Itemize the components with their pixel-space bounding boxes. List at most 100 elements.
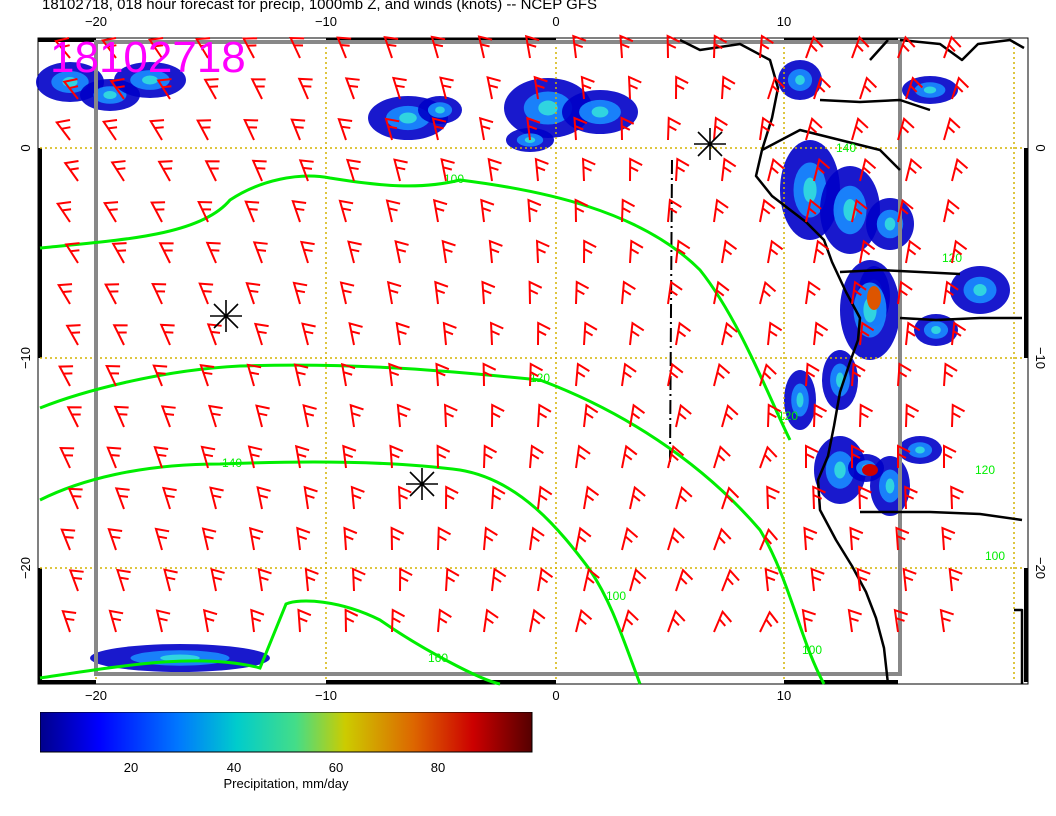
wind-barb — [713, 527, 732, 551]
wind-barb — [153, 445, 169, 469]
wind-barb — [905, 321, 921, 346]
wind-barb — [583, 239, 597, 264]
wind-barb — [248, 526, 264, 551]
wind-barb — [54, 37, 71, 59]
wind-barb — [155, 609, 171, 633]
map-title: 18102718, 018 hour forecast for precip, … — [42, 0, 597, 13]
wind-barb — [296, 526, 311, 551]
wind-barb — [713, 116, 728, 141]
wind-barb — [291, 199, 307, 223]
wind-barb — [859, 76, 878, 100]
date-stamp: 18102718 — [50, 33, 246, 82]
wind-barb — [156, 78, 172, 100]
wind-barb — [396, 403, 411, 428]
wind-barb — [336, 36, 352, 59]
wind-barb — [764, 567, 779, 592]
wind-barb — [303, 485, 318, 510]
wind-barb — [338, 199, 354, 223]
wind-barb — [391, 76, 407, 100]
wind-barb — [439, 76, 454, 100]
wind-barb — [813, 403, 828, 428]
wind-barb — [67, 487, 83, 510]
wind-barb — [805, 117, 823, 141]
wind-barb — [342, 444, 357, 469]
wind-barb — [194, 37, 211, 59]
wind-barb — [713, 609, 733, 633]
lon-tick-label: −20 — [85, 688, 107, 703]
wind-barb — [767, 157, 785, 182]
wind-barb — [851, 362, 866, 387]
wind-barb — [629, 321, 645, 346]
colorbar-tick: 40 — [226, 760, 242, 775]
wind-barb — [813, 76, 832, 100]
wind-barb — [54, 119, 71, 141]
wind-barb — [102, 201, 119, 223]
wind-barb — [389, 444, 404, 469]
wind-barb — [431, 117, 447, 141]
wind-barb — [851, 280, 867, 305]
contour-label: 100 — [444, 172, 464, 186]
precip-blob-peak — [803, 177, 817, 203]
wind-barb — [105, 365, 121, 387]
wind-barb — [63, 160, 79, 182]
wind-barb — [528, 280, 543, 305]
wind-barb — [483, 444, 498, 469]
wind-barb — [64, 242, 80, 264]
wind-barb — [436, 444, 451, 469]
wind-barb — [847, 608, 862, 633]
lat-tick-label: 0 — [1033, 144, 1048, 151]
wind-barb — [537, 485, 553, 510]
wind-barb — [535, 239, 550, 264]
precip-blob-peak — [884, 217, 896, 231]
wind-barb — [951, 321, 967, 346]
wind-barb — [759, 610, 779, 633]
precip-blob-peak — [103, 91, 117, 99]
wind-barb — [301, 322, 316, 346]
wind-barb — [397, 485, 412, 510]
wind-barb — [486, 76, 501, 100]
precip-max — [862, 464, 878, 476]
wind-barb — [572, 34, 587, 59]
wind-barb — [721, 75, 736, 100]
wind-barb — [339, 281, 355, 305]
wind-barb — [337, 117, 353, 141]
wind-barb — [948, 567, 963, 592]
wind-barb — [196, 119, 212, 141]
wind-barb — [299, 240, 315, 264]
wind-barb — [108, 609, 124, 633]
wind-barb — [478, 116, 494, 141]
wind-barb — [805, 35, 824, 59]
wind-barb — [435, 362, 450, 387]
wind-barb — [107, 527, 123, 551]
wind-barb — [253, 322, 269, 346]
wind-barb — [675, 403, 692, 428]
contour-label: 140 — [222, 456, 242, 470]
wind-barb — [621, 526, 639, 551]
wind-barb — [575, 362, 590, 387]
wind-barb — [256, 486, 271, 510]
wind-barb — [667, 444, 685, 469]
wind-barb — [388, 362, 403, 387]
wind-barb — [430, 35, 446, 59]
wind-barb — [395, 321, 410, 346]
height-contours — [39, 174, 826, 686]
wind-barb — [721, 157, 737, 182]
wind-barb — [480, 198, 495, 223]
wind-barb — [721, 239, 738, 264]
wind-barb — [905, 403, 920, 428]
wind-barb — [621, 609, 639, 633]
wind-barb — [59, 447, 75, 469]
wind-barb — [675, 239, 691, 264]
wind-barb — [897, 198, 914, 223]
wind-barb — [721, 321, 738, 346]
wind-barb — [483, 526, 498, 551]
wind-barb — [621, 198, 636, 223]
axis-tick-labels: −20 −10 0 10−20 −10 0 100−10−200−10−20 — [18, 14, 1048, 703]
wind-barb — [767, 239, 784, 264]
wind-barb — [304, 567, 319, 592]
lon-tick-label: 10 — [777, 14, 791, 29]
wind-barb — [767, 321, 783, 346]
wind-barb — [100, 37, 117, 59]
wind-barb — [713, 280, 730, 305]
wind-barb — [904, 485, 918, 510]
